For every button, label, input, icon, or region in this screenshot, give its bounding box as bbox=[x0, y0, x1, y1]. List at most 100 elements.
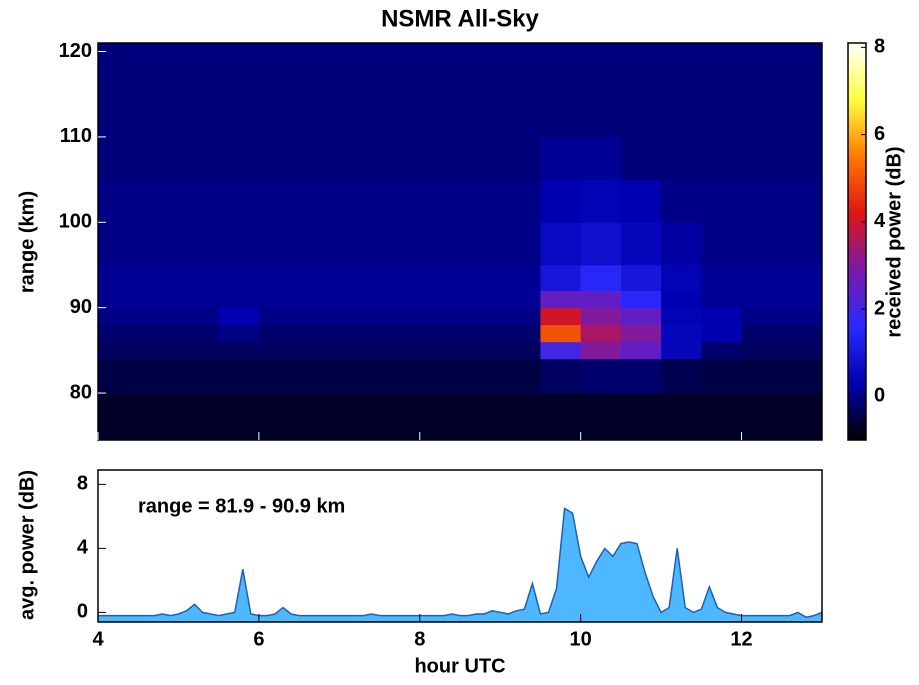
heatmap-cell bbox=[178, 43, 220, 95]
colorbar-tick-label: 2 bbox=[874, 297, 885, 319]
heatmap-cell bbox=[620, 179, 662, 223]
heatmap-cell bbox=[258, 393, 300, 441]
area-line bbox=[98, 507, 823, 618]
y-tick-label: 100 bbox=[59, 211, 92, 233]
heatmap-cell bbox=[379, 324, 421, 343]
area-fill bbox=[98, 508, 822, 622]
heatmap-cell bbox=[741, 43, 783, 95]
heatmap-cell bbox=[701, 222, 742, 266]
heatmap-cell bbox=[500, 222, 541, 266]
heatmap-cell bbox=[98, 307, 139, 326]
heatmap-cell bbox=[138, 307, 179, 326]
heatmap-cell bbox=[741, 264, 783, 291]
heatmap-cell bbox=[299, 179, 340, 223]
colorbar-tick-label: 0 bbox=[874, 385, 885, 407]
heatmap-cell bbox=[299, 136, 340, 181]
heatmap-cell bbox=[419, 290, 461, 309]
heatmap-cell bbox=[138, 358, 179, 394]
heatmap-cell bbox=[299, 222, 340, 266]
heatmap-cell bbox=[580, 264, 622, 291]
heatmap-cell bbox=[460, 307, 501, 326]
heatmap-cell bbox=[741, 222, 783, 266]
heatmap-cell bbox=[419, 341, 461, 360]
colorbar-tick-label: 4 bbox=[874, 210, 886, 232]
heatmap-cell bbox=[500, 179, 541, 223]
heatmap-cell bbox=[701, 264, 742, 291]
heatmap-cell bbox=[580, 179, 622, 223]
heatmap-cell bbox=[580, 393, 622, 441]
heatmap-cell bbox=[178, 324, 220, 343]
heatmap-cell bbox=[299, 290, 340, 309]
heatmap-cell bbox=[500, 307, 541, 326]
heatmap-cell bbox=[620, 393, 662, 441]
x-tick-label: 6 bbox=[253, 628, 264, 650]
heatmap-cell bbox=[419, 324, 461, 343]
heatmap-cell bbox=[701, 43, 742, 95]
heatmap-cell bbox=[218, 290, 260, 309]
heatmap-cell bbox=[620, 358, 662, 394]
heatmap-cell bbox=[781, 264, 823, 291]
heatmap-cell bbox=[580, 43, 622, 95]
heatmap-cell bbox=[379, 341, 421, 360]
heatmap-cell bbox=[419, 136, 461, 181]
heatmap-cell bbox=[258, 94, 300, 138]
heatmap-cell bbox=[138, 324, 179, 343]
heatmap-cell bbox=[741, 179, 783, 223]
heatmap-cell bbox=[339, 222, 380, 266]
heatmap-cell bbox=[379, 136, 421, 181]
heatmap-cell bbox=[540, 94, 582, 138]
y-tick-label: 90 bbox=[70, 296, 92, 318]
heatmap-cell bbox=[661, 393, 702, 441]
heatmap-cell bbox=[781, 324, 823, 343]
heatmap-cell bbox=[540, 222, 582, 266]
heatmap-cell bbox=[299, 94, 340, 138]
heatmap-cell bbox=[500, 341, 541, 360]
heatmap-cell bbox=[339, 324, 380, 343]
heatmap-cell bbox=[701, 358, 742, 394]
heatmap-cell bbox=[540, 341, 582, 360]
heatmap-cell bbox=[98, 358, 139, 394]
heatmap-cell bbox=[741, 94, 783, 138]
heatmap-cell bbox=[781, 43, 823, 95]
heatmap-cell bbox=[419, 94, 461, 138]
heatmap-cell bbox=[460, 222, 501, 266]
heatmap-cell bbox=[540, 43, 582, 95]
heatmap-cell bbox=[339, 358, 380, 394]
heatmap-cell bbox=[500, 324, 541, 343]
heatmap-cell bbox=[218, 222, 260, 266]
heatmap-cell bbox=[500, 264, 541, 291]
heatmap-cell bbox=[661, 341, 702, 360]
heatmap-cell bbox=[98, 324, 139, 343]
x-tick-label: 12 bbox=[730, 628, 752, 650]
heatmap-cell bbox=[781, 307, 823, 326]
heatmap-cell bbox=[419, 179, 461, 223]
heatmap-cell bbox=[178, 136, 220, 181]
heatmap-cell bbox=[500, 393, 541, 441]
heatmap-cell bbox=[258, 358, 300, 394]
heatmap-cell bbox=[500, 43, 541, 95]
heatmap-cell bbox=[218, 358, 260, 394]
heatmap-cell bbox=[460, 179, 501, 223]
heatmap-cell bbox=[540, 393, 582, 441]
heatmap-cell bbox=[460, 324, 501, 343]
heatmap-cell bbox=[661, 324, 702, 343]
heatmap-cell bbox=[661, 179, 702, 223]
y-tick-label: 0 bbox=[77, 601, 88, 623]
heatmap-cell bbox=[701, 290, 742, 309]
heatmap-cell bbox=[339, 307, 380, 326]
heatmap-cell bbox=[580, 290, 622, 309]
heatmap-cell bbox=[258, 324, 300, 343]
heatmap-cell bbox=[218, 94, 260, 138]
y-tick-label: 120 bbox=[59, 40, 92, 62]
heatmap-cell bbox=[540, 358, 582, 394]
heatmap-cell bbox=[580, 307, 622, 326]
heatmap-cell bbox=[339, 136, 380, 181]
heatmap-cell bbox=[500, 94, 541, 138]
heatmap-cell bbox=[299, 324, 340, 343]
heatmap-cell bbox=[419, 307, 461, 326]
heatmap-cell bbox=[781, 290, 823, 309]
plot-frame bbox=[97, 469, 823, 623]
heatmap-cell bbox=[339, 393, 380, 441]
heatmap-cell bbox=[500, 136, 541, 181]
